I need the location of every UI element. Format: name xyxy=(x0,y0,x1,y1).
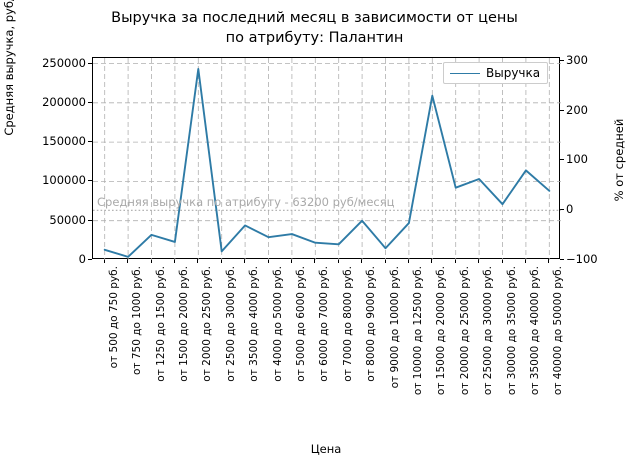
mean-annotation-label: Средняя выручка по атрибуту - 63200 руб/… xyxy=(97,195,395,210)
y-axis-left-tick-label: 50000 xyxy=(49,212,86,227)
y-axis-left-tick-label: 200000 xyxy=(42,94,86,109)
y-axis-right-tick-mark xyxy=(560,259,564,260)
x-axis-tick-label: от 35000 до 40000 руб. xyxy=(528,266,541,396)
x-axis-tick-label: от 1500 до 2000 руб. xyxy=(177,266,190,382)
x-axis-tick-label: от 8000 до 9000 руб. xyxy=(365,266,378,382)
y-axis-right-tick-mark xyxy=(560,109,564,111)
x-axis-tick-mark xyxy=(267,259,269,263)
x-axis-tick-mark xyxy=(173,259,175,263)
x-axis-tick-mark xyxy=(361,259,363,263)
plot-canvas xyxy=(93,58,561,260)
y-axis-left-tick-mark xyxy=(88,180,92,182)
y-axis-right-tick-mark xyxy=(560,59,564,61)
x-axis-tick-mark xyxy=(197,259,199,263)
x-axis-tick-mark xyxy=(103,259,105,263)
x-axis-tick-label: от 9000 до 10000 руб. xyxy=(388,266,401,389)
x-axis-tick-mark xyxy=(524,259,526,263)
x-axis-tick-label: от 750 до 1000 руб. xyxy=(131,266,144,376)
x-axis-tick-mark xyxy=(478,259,480,263)
x-axis-tick-label: от 15000 до 20000 руб. xyxy=(435,266,448,396)
x-axis-tick-mark xyxy=(244,259,246,263)
y-axis-left-tick-label: 150000 xyxy=(42,134,86,149)
x-axis-tick-label: от 500 до 750 руб. xyxy=(107,266,120,369)
y-axis-right-tick-label: 0 xyxy=(566,202,574,217)
x-axis-tick-label: от 20000 до 25000 руб. xyxy=(458,266,471,396)
grid-lines xyxy=(93,58,561,260)
x-axis-tick-label: от 1250 до 1500 руб. xyxy=(154,266,167,382)
y-axis-left-tick-mark xyxy=(88,62,92,64)
x-axis-tick-mark xyxy=(384,259,386,263)
y-axis-left-tick-label: 100000 xyxy=(42,173,86,188)
y-axis-right-tick-mark xyxy=(560,209,564,211)
y-axis-left-tick-label: 250000 xyxy=(42,55,86,70)
x-axis-tick-label: от 2500 до 3000 руб. xyxy=(224,266,237,382)
revenue-line-series xyxy=(103,68,551,258)
x-axis-tick-mark xyxy=(220,259,222,263)
legend-swatch-revenue xyxy=(450,72,480,74)
x-axis-tick-mark xyxy=(454,259,456,263)
x-axis-tick-mark xyxy=(407,259,409,263)
x-axis-tick-label: от 25000 до 30000 руб. xyxy=(482,266,495,396)
y-axis-left-tick-label: 0 xyxy=(78,252,86,266)
y-axis-right-tick-label: −100 xyxy=(566,252,598,266)
y-axis-left-tick-mark xyxy=(88,101,92,103)
x-axis-tick-label: от 30000 до 35000 руб. xyxy=(505,266,518,396)
x-axis-tick-mark xyxy=(501,259,503,263)
x-axis-tick-mark xyxy=(548,259,550,263)
x-axis-tick-mark xyxy=(314,259,316,263)
y-axis-right-tick-label: 100 xyxy=(566,152,588,167)
x-axis-tick-label: от 4000 до 5000 руб. xyxy=(271,266,284,382)
legend-label-revenue: Выручка xyxy=(486,66,541,80)
x-axis-tick-mark xyxy=(431,259,433,263)
y-axis-right-tick-label: 200 xyxy=(566,102,588,117)
y-axis-left-tick-mark xyxy=(88,219,92,221)
chart-legend[interactable]: Выручка xyxy=(443,62,549,84)
y-axis-right-tick-mark xyxy=(560,159,564,161)
chart-title: Выручка за последний месяц в зависимости… xyxy=(111,10,518,46)
x-axis-tick-label: от 3500 до 4000 руб. xyxy=(248,266,261,382)
x-axis-tick-label: от 40000 до 50000 руб. xyxy=(552,266,565,396)
plot-area xyxy=(92,57,561,260)
x-axis-tick-label: от 7000 до 8000 руб. xyxy=(341,266,354,382)
x-axis-tick-label: от 6000 до 7000 руб. xyxy=(318,266,331,382)
y-axis-left-tick-mark xyxy=(88,141,92,143)
x-axis-label: Цена xyxy=(310,442,342,456)
y-axis-left-tick-mark xyxy=(88,259,92,260)
x-axis-tick-label: от 2000 до 2500 руб. xyxy=(201,266,214,382)
x-axis-tick-mark xyxy=(127,259,129,263)
x-axis-tick-mark xyxy=(337,259,339,263)
x-axis-tick-mark xyxy=(150,259,152,263)
y-axis-left-ticks: 0 50000 100000 150000 200000 250000 xyxy=(0,0,92,470)
x-axis-tick-label: от 5000 до 6000 руб. xyxy=(294,266,307,382)
x-axis-tick-mark xyxy=(290,259,292,263)
y-axis-right-tick-label: 300 xyxy=(566,52,588,67)
x-axis-tick-label: от 10000 до 12500 руб. xyxy=(411,266,424,396)
